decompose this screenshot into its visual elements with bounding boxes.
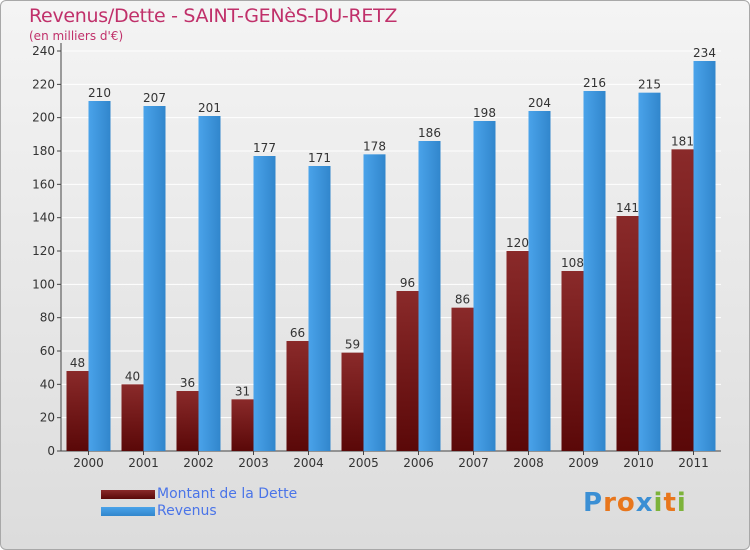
data-label-dette: 40 (125, 369, 140, 383)
data-label-revenus: 178 (363, 139, 386, 153)
x-tick-label: 2005 (348, 456, 379, 470)
y-tick-label: 140 (32, 211, 55, 225)
data-label-dette: 108 (561, 256, 584, 270)
logo-letter: P (583, 488, 604, 518)
data-label-revenus: 201 (198, 101, 221, 115)
data-label-revenus: 216 (583, 76, 606, 90)
bar-dette (341, 352, 364, 451)
data-label-dette: 31 (235, 384, 250, 398)
bar-revenus (143, 106, 166, 451)
logo-letter: x (635, 488, 654, 518)
y-tick-label: 0 (47, 444, 55, 458)
data-label-revenus: 215 (638, 78, 661, 92)
bar-revenus (418, 141, 441, 451)
legend-label-dette: Montant de la Dette (157, 486, 298, 502)
data-label-revenus: 234 (693, 46, 716, 60)
y-tick-label: 100 (32, 277, 55, 291)
y-tick-label: 40 (40, 377, 55, 391)
data-label-dette: 66 (290, 326, 305, 340)
logo-letter: t (663, 488, 677, 518)
x-tick-label: 2010 (623, 456, 654, 470)
bar-dette (396, 291, 419, 451)
x-tick-label: 2002 (183, 456, 214, 470)
data-label-dette: 120 (506, 236, 529, 250)
bar-dette (561, 271, 584, 451)
x-tick-label: 2003 (238, 456, 269, 470)
x-tick-label: 2007 (458, 456, 489, 470)
y-tick-label: 20 (40, 411, 55, 425)
bar-revenus (638, 92, 661, 452)
data-label-revenus: 186 (418, 126, 441, 140)
data-label-revenus: 210 (88, 86, 111, 100)
data-label-dette: 59 (345, 338, 360, 352)
y-tick-label: 120 (32, 244, 55, 258)
y-tick-label: 80 (40, 311, 55, 325)
bar-dette (121, 384, 144, 451)
y-tick-label: 240 (32, 44, 55, 58)
proxiti-logo: Proxiti (583, 488, 687, 518)
x-tick-label: 2009 (568, 456, 599, 470)
data-label-revenus: 198 (473, 106, 496, 120)
x-tick-label: 2011 (678, 456, 709, 470)
y-tick-label: 60 (40, 344, 55, 358)
bar-revenus (528, 111, 551, 451)
data-label-revenus: 171 (308, 151, 331, 165)
logo-letter: o (616, 488, 636, 518)
data-label-dette: 36 (180, 376, 195, 390)
bar-revenus (473, 121, 496, 451)
bar-dette (286, 341, 309, 451)
bar-dette (616, 216, 639, 451)
bar-revenus (363, 154, 386, 452)
data-label-dette: 48 (70, 356, 85, 370)
x-tick-label: 2008 (513, 456, 544, 470)
data-label-revenus: 177 (253, 141, 276, 155)
y-tick-label: 220 (32, 77, 55, 91)
bar-revenus (88, 101, 111, 451)
y-tick-label: 160 (32, 177, 55, 191)
legend-swatch-revenus (101, 507, 155, 516)
x-tick-label: 2006 (403, 456, 434, 470)
x-tick-label: 2001 (128, 456, 159, 470)
y-tick-label: 200 (32, 111, 55, 125)
chart-subtitle: (en milliers d'€) (29, 29, 124, 43)
bar-dette (451, 307, 474, 451)
bar-revenus (308, 166, 331, 451)
chart-title: Revenus/Dette - SAINT-GENèS-DU-RETZ (29, 5, 398, 27)
logo-letter: i (653, 488, 664, 518)
legend-swatch-dette (101, 490, 155, 499)
legend-label-revenus: Revenus (157, 503, 217, 519)
bar-dette (231, 399, 254, 451)
data-label-dette: 141 (616, 201, 639, 215)
logo-letter: r (603, 488, 617, 518)
logo-letter: i (676, 488, 687, 518)
x-tick-label: 2004 (293, 456, 324, 470)
bar-dette (176, 391, 199, 451)
data-label-dette: 86 (455, 293, 470, 307)
bar-dette (66, 371, 89, 451)
y-tick-label: 180 (32, 144, 55, 158)
bar-dette (671, 149, 694, 452)
data-label-revenus: 207 (143, 91, 166, 105)
bar-dette (506, 251, 529, 451)
bar-revenus (693, 61, 716, 451)
bar-revenus (253, 156, 276, 451)
data-label-revenus: 204 (528, 96, 551, 110)
data-label-dette: 96 (400, 276, 415, 290)
bar-revenus (198, 116, 221, 451)
data-label-dette: 181 (671, 134, 694, 148)
bar-revenus (583, 91, 606, 451)
x-tick-label: 2000 (73, 456, 104, 470)
